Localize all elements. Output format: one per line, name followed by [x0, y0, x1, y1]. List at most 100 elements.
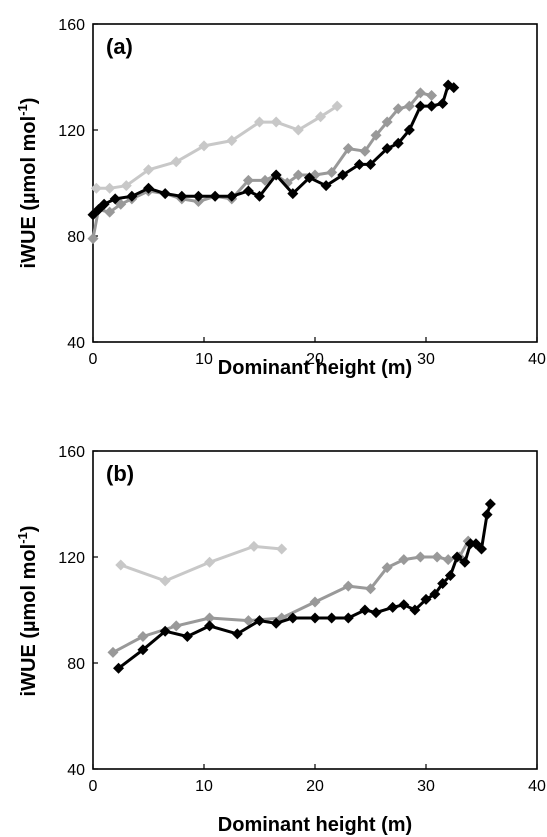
series-0-point: [292, 124, 304, 136]
series-2-point: [176, 190, 188, 202]
series-0-point: [159, 575, 171, 587]
series-1-point: [392, 103, 404, 115]
series-0-point: [204, 556, 216, 568]
y-tick-label: 120: [58, 550, 85, 567]
series-0-point: [170, 156, 182, 168]
series-2-point: [137, 644, 149, 656]
series-2-point: [159, 188, 171, 200]
y-tick-label: 160: [58, 444, 85, 461]
series-2-point: [429, 588, 441, 600]
y-axis-title-sup: -1: [15, 104, 30, 116]
series-2-point: [98, 198, 110, 210]
series-0-point: [315, 111, 327, 123]
series-2-point: [254, 615, 265, 627]
x-tick-label: 30: [417, 351, 435, 368]
series-2-point: [426, 100, 438, 112]
series-2-point: [451, 551, 463, 563]
series-2-point: [143, 182, 154, 194]
series-2-point: [287, 188, 299, 200]
series-2-point: [444, 570, 456, 582]
series-line-2: [91, 83, 455, 216]
y-tick-label: 40: [67, 335, 85, 352]
series-1-point: [342, 143, 354, 155]
series-1-point: [292, 169, 304, 181]
y-axis-title-end: ): [18, 98, 40, 105]
series-line-0: [120, 544, 282, 583]
series-0-point: [226, 135, 238, 147]
series-2-point: [481, 509, 493, 521]
series-0-point: [248, 540, 260, 552]
series-1-point: [107, 646, 119, 658]
y-axis-title-main: iWUE (µmol mol: [18, 544, 40, 697]
series-2-point: [365, 158, 376, 170]
series-1-point: [381, 116, 393, 128]
x-tick-label: 0: [89, 778, 98, 795]
series-2-point: [109, 193, 121, 205]
series-2-point: [392, 137, 404, 149]
series-2-point: [113, 662, 125, 674]
series-0-point: [331, 100, 343, 112]
x-axis-title: Dominant height (m): [218, 814, 412, 836]
series-line-1: [112, 540, 470, 654]
series-1-point: [359, 145, 371, 157]
series-2-point: [270, 169, 282, 181]
series-2-point: [353, 158, 365, 170]
series-2-point: [209, 190, 221, 202]
y-tick-label: 120: [58, 123, 85, 140]
x-tick-label: 0: [89, 351, 98, 368]
x-axis-title: Dominant height (m): [218, 357, 412, 379]
series-1-point: [309, 596, 321, 608]
series-2-point: [398, 599, 410, 611]
series-1-point: [414, 87, 426, 99]
y-axis-title-sup: -1: [15, 532, 30, 544]
series-2-point: [320, 180, 332, 192]
series-0-point: [276, 543, 288, 555]
y-axis-title: iWUE (µmol mol-1): [15, 526, 40, 697]
series-1-point: [342, 580, 354, 592]
series-1-point: [242, 615, 254, 627]
x-tick-label: 20: [306, 778, 324, 795]
series-1-point: [431, 551, 443, 563]
series-1-point: [442, 554, 454, 566]
series-line-1: [91, 91, 432, 239]
x-tick-label: 20: [306, 351, 324, 368]
series-2-point: [226, 190, 238, 202]
series-1-point: [204, 612, 216, 624]
series-2-point: [420, 593, 432, 605]
series-1-point: [137, 631, 149, 642]
series-0-point: [143, 164, 154, 176]
series-0-point: [115, 559, 127, 571]
series-2-point: [270, 617, 282, 629]
series-1-point: [426, 90, 438, 102]
y-axis-title-end: ): [18, 526, 40, 533]
series-2-point: [337, 169, 349, 181]
series-2-point: [309, 612, 321, 624]
series-1-point: [414, 551, 426, 563]
panel-label: (b): [106, 461, 134, 486]
series-0-point: [120, 180, 132, 192]
series-1-point: [170, 620, 182, 632]
y-tick-label: 40: [67, 762, 85, 779]
series-1-point: [259, 174, 271, 186]
series-2-point: [126, 190, 138, 202]
series-2-point: [381, 143, 393, 155]
series-1-point: [381, 562, 393, 574]
x-tick-label: 40: [528, 351, 546, 368]
series-2-point: [437, 98, 449, 109]
series-2-point: [254, 190, 265, 202]
x-tick-label: 40: [528, 778, 546, 795]
series-1-point: [104, 206, 116, 218]
series-1-point: [87, 233, 99, 245]
series-2-point: [387, 601, 399, 613]
y-tick-label: 160: [58, 17, 85, 34]
panel-b: (b) Dominant height (m) iWUE (µmol mol-1…: [15, 444, 546, 836]
series-2-point: [370, 607, 382, 619]
series-1-point: [242, 174, 254, 186]
y-tick-label: 80: [67, 229, 85, 246]
series-2-point: [403, 124, 415, 136]
series-2-point: [484, 498, 496, 510]
series-2-point: [303, 172, 315, 184]
series-2-point: [231, 628, 243, 640]
series-2-point: [464, 538, 476, 550]
